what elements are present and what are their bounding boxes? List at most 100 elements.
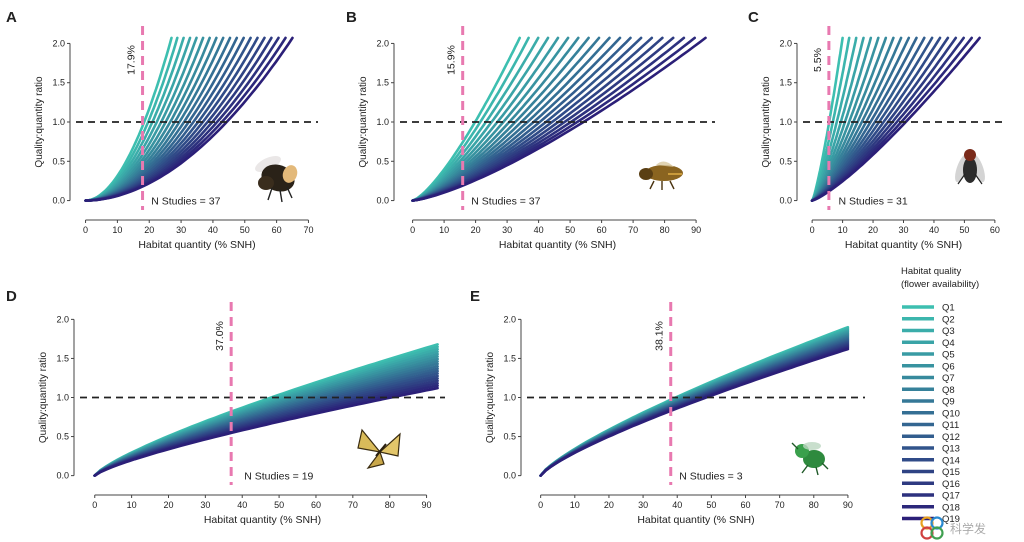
series-line-q19: [539, 347, 850, 477]
x-tick-label: 10: [439, 225, 449, 235]
green-bee-icon: [791, 442, 829, 476]
series-line-q19: [84, 36, 294, 202]
legend-label-q9: Q9: [942, 397, 955, 408]
legend-label-q2: Q2: [942, 314, 955, 325]
x-tick-label: 70: [303, 225, 313, 235]
x-tick-label: 40: [208, 225, 218, 235]
y-tick-label: 1.5: [779, 78, 792, 88]
y-tick-label: 0.0: [779, 196, 792, 206]
y-tick-label: 1.5: [56, 353, 69, 363]
quality-curves: [411, 36, 707, 202]
x-tick-label: 40: [672, 500, 682, 510]
panel-letter: C: [748, 9, 759, 26]
y-axis-title: Quality:quantity ratio: [38, 351, 49, 443]
y-tick-label: 0.0: [376, 196, 389, 206]
y-tick-label: 1.0: [503, 393, 516, 403]
series-line-q19: [810, 36, 981, 202]
legend-label-q14: Q14: [942, 455, 960, 466]
y-tick-label: 2.0: [56, 314, 69, 324]
y-tick-label: 1.0: [56, 393, 69, 403]
x-tick-label: 60: [311, 500, 321, 510]
x-axis-title: Habitat quantity (% SNH): [637, 514, 754, 526]
panel-e: E 38.1% N Studies = 3 0 10 20 30 40 50 60 70 80 90 0.…: [470, 288, 865, 526]
hoverfly-icon: [955, 149, 985, 185]
series-line-q19: [93, 386, 439, 477]
x-tick-label: 50: [706, 500, 716, 510]
legend-label-q7: Q7: [942, 373, 955, 384]
x-axis-title: Habitat quantity (% SNH): [845, 239, 962, 251]
x-tick-label: 60: [990, 225, 1000, 235]
y-axis-title: Quality:quantity ratio: [485, 351, 496, 443]
legend: Habitat quality (flower availability) Q1Q2…: [901, 266, 979, 525]
x-tick-label: 50: [274, 500, 284, 510]
legend-label-q4: Q4: [942, 338, 955, 349]
threshold-label: 5.5%: [812, 48, 824, 72]
legend-label-q12: Q12: [942, 432, 960, 443]
y-tick-label: 0.5: [52, 156, 65, 166]
x-tick-label: 60: [740, 500, 750, 510]
x-tick-label: 10: [127, 500, 137, 510]
y-tick-label: 0.0: [56, 471, 69, 481]
quality-curves: [93, 343, 439, 477]
quality-curves: [84, 36, 294, 202]
legend-label-q18: Q18: [942, 502, 960, 513]
x-tick-label: 90: [843, 500, 853, 510]
legend-label-q3: Q3: [942, 326, 955, 337]
y-tick-label: 1.0: [779, 117, 792, 127]
butterfly-icon: [357, 428, 401, 469]
y-axis-title: Quality:quantity ratio: [358, 76, 369, 168]
legend-label-q11: Q11: [942, 420, 959, 431]
bumblebee-icon: [255, 155, 298, 203]
y-tick-label: 0.0: [52, 196, 65, 206]
flower-logo-icon: [920, 516, 944, 540]
y-axis-title: Quality:quantity ratio: [34, 76, 45, 168]
y-tick-label: 0.5: [56, 432, 69, 442]
panel-d: D 37.0% N Studies = 19 0 10 20 30 40 50 60 70 80 90 0…: [6, 288, 445, 526]
legend-label-q17: Q17: [942, 491, 960, 502]
x-axis-title: Habitat quantity (% SNH): [138, 239, 255, 251]
quality-curves: [810, 36, 981, 202]
legend-label-q13: Q13: [942, 444, 960, 455]
x-tick-label: 30: [898, 225, 908, 235]
watermark-text: 科学发: [950, 521, 986, 536]
panel-letter: A: [6, 9, 17, 26]
quality-curves: [539, 325, 850, 477]
x-tick-label: 50: [565, 225, 575, 235]
y-axis-title: Quality:quantity ratio: [761, 76, 772, 168]
y-tick-label: 0.5: [503, 432, 516, 442]
x-tick-label: 20: [471, 225, 481, 235]
legend-label-q19: Q19: [942, 514, 960, 525]
x-tick-label: 60: [272, 225, 282, 235]
legend-label-q10: Q10: [942, 408, 960, 419]
y-tick-label: 2.0: [52, 38, 65, 48]
x-tick-label: 80: [660, 225, 670, 235]
x-tick-label: 0: [92, 500, 97, 510]
x-axis-title: Habitat quantity (% SNH): [499, 239, 616, 251]
x-tick-label: 40: [237, 500, 247, 510]
y-tick-label: 1.0: [376, 117, 389, 127]
x-tick-label: 80: [809, 500, 819, 510]
series-line-q19: [411, 36, 707, 202]
y-tick-label: 1.0: [52, 117, 65, 127]
x-tick-label: 50: [240, 225, 250, 235]
x-tick-label: 40: [534, 225, 544, 235]
x-tick-label: 50: [959, 225, 969, 235]
x-tick-label: 70: [348, 500, 358, 510]
x-tick-label: 30: [638, 500, 648, 510]
legend-subtitle: (flower availability): [901, 279, 979, 290]
y-tick-label: 2.0: [503, 314, 516, 324]
x-tick-label: 40: [929, 225, 939, 235]
threshold-label: 37.0%: [214, 321, 226, 351]
x-tick-label: 80: [385, 500, 395, 510]
y-tick-label: 1.5: [503, 353, 516, 363]
panel-letter: E: [470, 288, 480, 305]
y-tick-label: 2.0: [779, 38, 792, 48]
x-tick-label: 30: [200, 500, 210, 510]
x-tick-label: 0: [83, 225, 88, 235]
y-tick-label: 1.5: [52, 78, 65, 88]
x-tick-label: 20: [868, 225, 878, 235]
legend-label-q15: Q15: [942, 467, 960, 478]
y-tick-label: 0.0: [503, 471, 516, 481]
y-tick-label: 2.0: [376, 38, 389, 48]
